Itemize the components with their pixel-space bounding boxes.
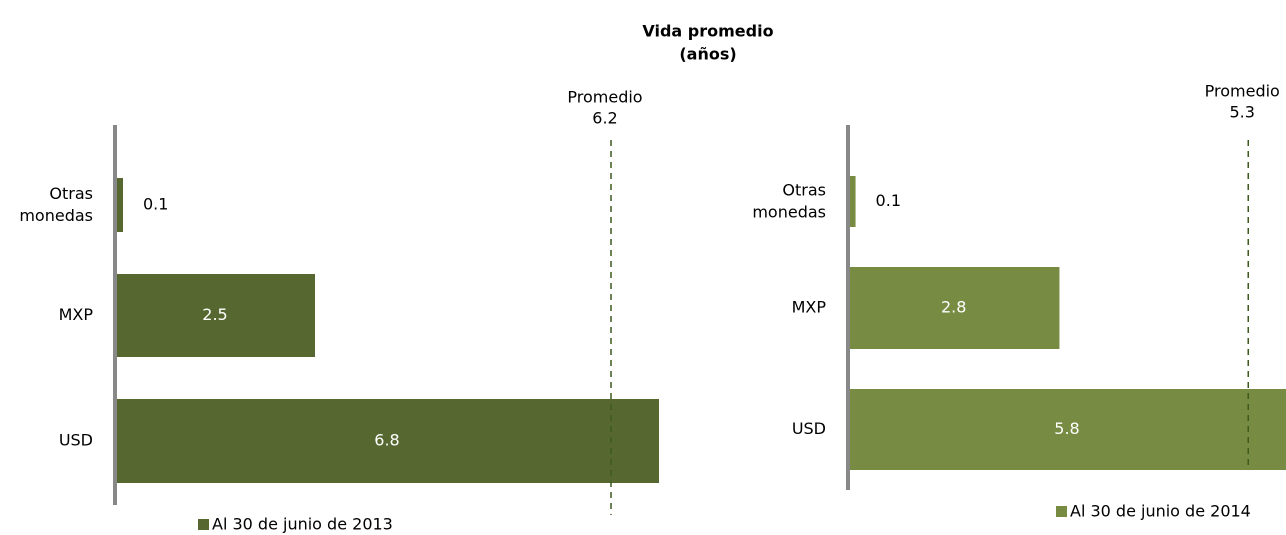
data-label: 2.8 (941, 298, 966, 317)
data-label: 0.1 (143, 195, 168, 214)
bar (848, 176, 856, 227)
legend-swatch (198, 519, 209, 530)
y-tick-label: Otras monedas (14, 184, 93, 225)
legend: Al 30 de junio de 2013 (198, 515, 393, 534)
y-tick-label: MXP (792, 298, 827, 317)
bar (115, 274, 315, 357)
bar (115, 178, 123, 232)
reference-label: Promedio (1205, 82, 1280, 101)
bar (848, 389, 1286, 470)
legend-label: Al 30 de junio de 2013 (212, 515, 393, 534)
chart-subtitle: (años) (679, 45, 736, 64)
chart-title: Vida promedio (642, 22, 773, 41)
y-tick-label: USD (59, 431, 93, 450)
legend: Al 30 de junio de 2014 (1056, 502, 1251, 521)
reference-value: 5.3 (1230, 103, 1255, 122)
legend-swatch (1056, 506, 1067, 517)
y-tick-label: MXP (59, 305, 94, 324)
bar (848, 267, 1060, 349)
y-tick-label: Otras monedas (747, 180, 826, 221)
data-label: 0.1 (876, 191, 901, 210)
data-label: 5.8 (1054, 419, 1079, 438)
reference-label: Promedio (567, 88, 642, 107)
bar (115, 399, 659, 483)
data-label: 2.5 (202, 305, 227, 324)
data-label: 6.8 (374, 431, 399, 450)
legend-label: Al 30 de junio de 2014 (1070, 502, 1251, 521)
reference-value: 6.2 (592, 109, 617, 128)
y-tick-label: USD (792, 419, 826, 438)
